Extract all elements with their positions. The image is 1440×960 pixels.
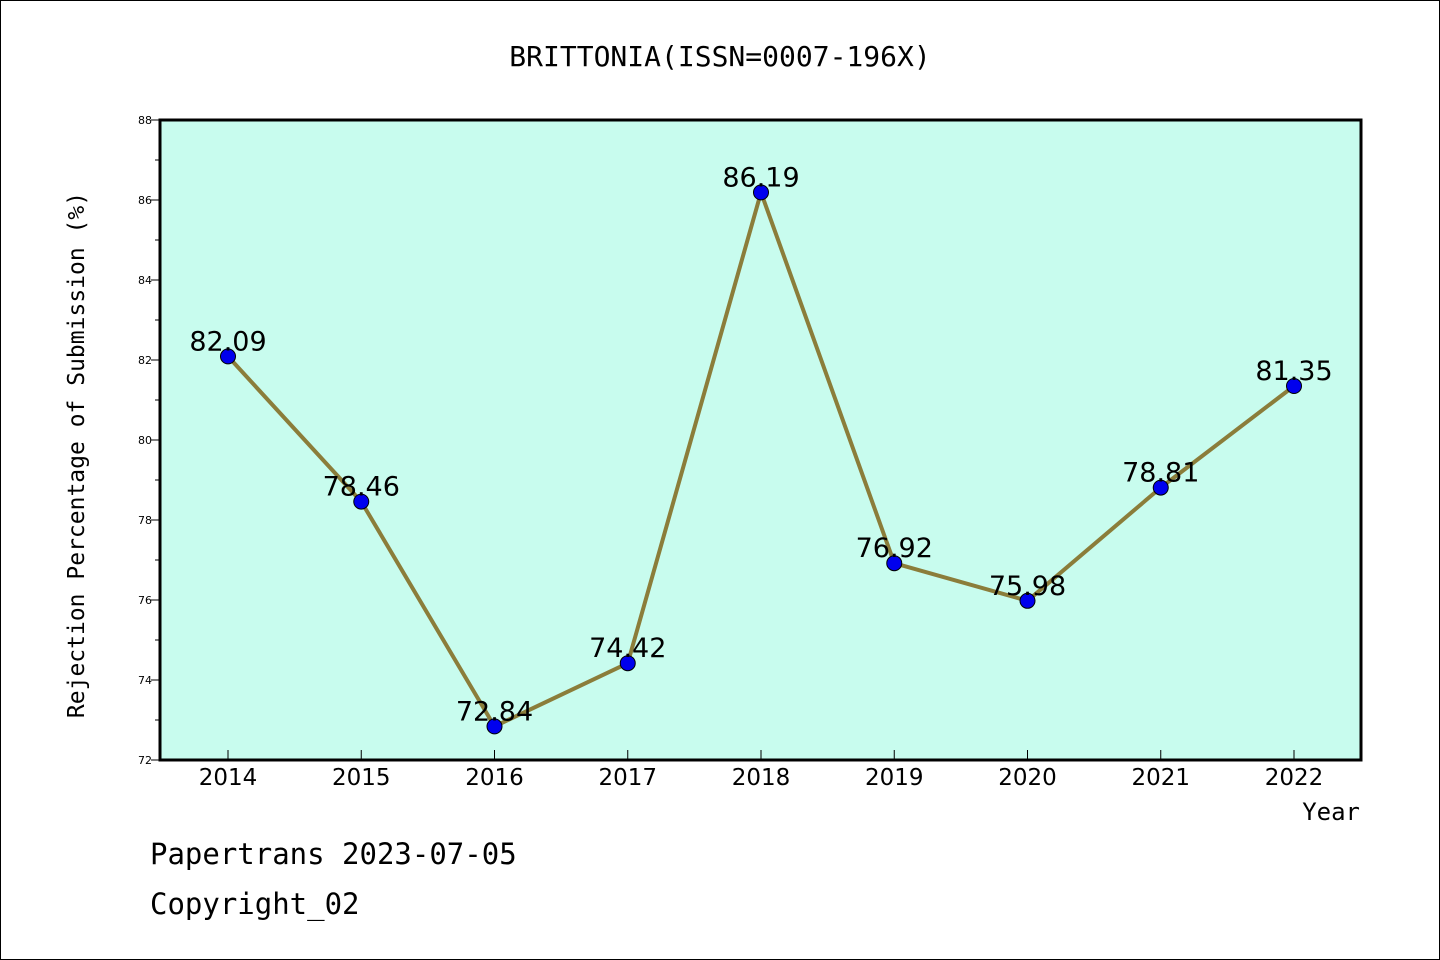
- data-point: [486, 718, 503, 735]
- y-tick-label: 72: [138, 754, 152, 767]
- data-label: 76.92: [856, 533, 933, 564]
- y-tick-label: 76: [138, 594, 152, 607]
- y-tick-label: 78: [138, 514, 152, 527]
- y-axis: 72 74 76 78 80 82 84 86 88: [138, 114, 160, 767]
- data-labels: 82.09 78.46 72.84 74.42 86.19 76.92 75.98 78.81…: [189, 162, 1332, 727]
- data-label: 78.46: [323, 472, 400, 503]
- series-markers: [220, 184, 1302, 735]
- x-tick-label: 2018: [732, 765, 791, 791]
- x-tick-label: 2017: [598, 765, 657, 791]
- x-tick-label: 2014: [199, 765, 258, 791]
- data-point: [220, 348, 236, 365]
- footer-copyright: Copyright_02: [150, 887, 360, 922]
- x-axis-label: Year: [1302, 798, 1360, 826]
- plot-area: [160, 120, 1361, 760]
- x-axis: 2014 2015 2016 2017 2018 2019 2020 2021 2022: [199, 750, 1324, 791]
- data-point: [1286, 378, 1302, 394]
- y-tick-label: 88: [138, 114, 152, 127]
- y-tick-label: 82: [138, 354, 152, 367]
- data-label: 81.35: [1255, 356, 1332, 387]
- x-tick-label: 2022: [1265, 765, 1324, 791]
- plot-border: [158, 118, 1363, 762]
- data-point: [1152, 479, 1169, 496]
- y-tick-label: 84: [138, 274, 152, 287]
- x-tick-label: 2021: [1131, 765, 1190, 791]
- y-tick-label: 80: [138, 434, 152, 447]
- data-point: [353, 493, 370, 510]
- data-point: [886, 555, 903, 572]
- x-tick-label: 2015: [332, 765, 391, 791]
- data-point: [1019, 592, 1036, 609]
- x-tick-label: 2016: [465, 765, 524, 791]
- data-label: 78.81: [1122, 458, 1199, 489]
- x-tick-label: 2019: [865, 765, 924, 791]
- data-point: [753, 184, 769, 201]
- data-label: 72.84: [456, 696, 533, 727]
- chart-title: BRITTONIA(ISSN=0007-196X): [509, 40, 930, 73]
- data-label: 86.19: [722, 162, 799, 193]
- y-tick-label: 74: [138, 674, 152, 687]
- y-axis-label: Rejection Percentage of Submission (%): [64, 192, 90, 718]
- y-tick-label: 86: [138, 194, 152, 207]
- data-label: 74.42: [589, 633, 666, 664]
- data-point: [619, 655, 636, 672]
- x-tick-label: 2020: [998, 765, 1057, 791]
- data-label: 75.98: [989, 571, 1066, 602]
- data-label: 82.09: [189, 326, 266, 357]
- footer-date: Papertrans 2023-07-05: [150, 837, 517, 871]
